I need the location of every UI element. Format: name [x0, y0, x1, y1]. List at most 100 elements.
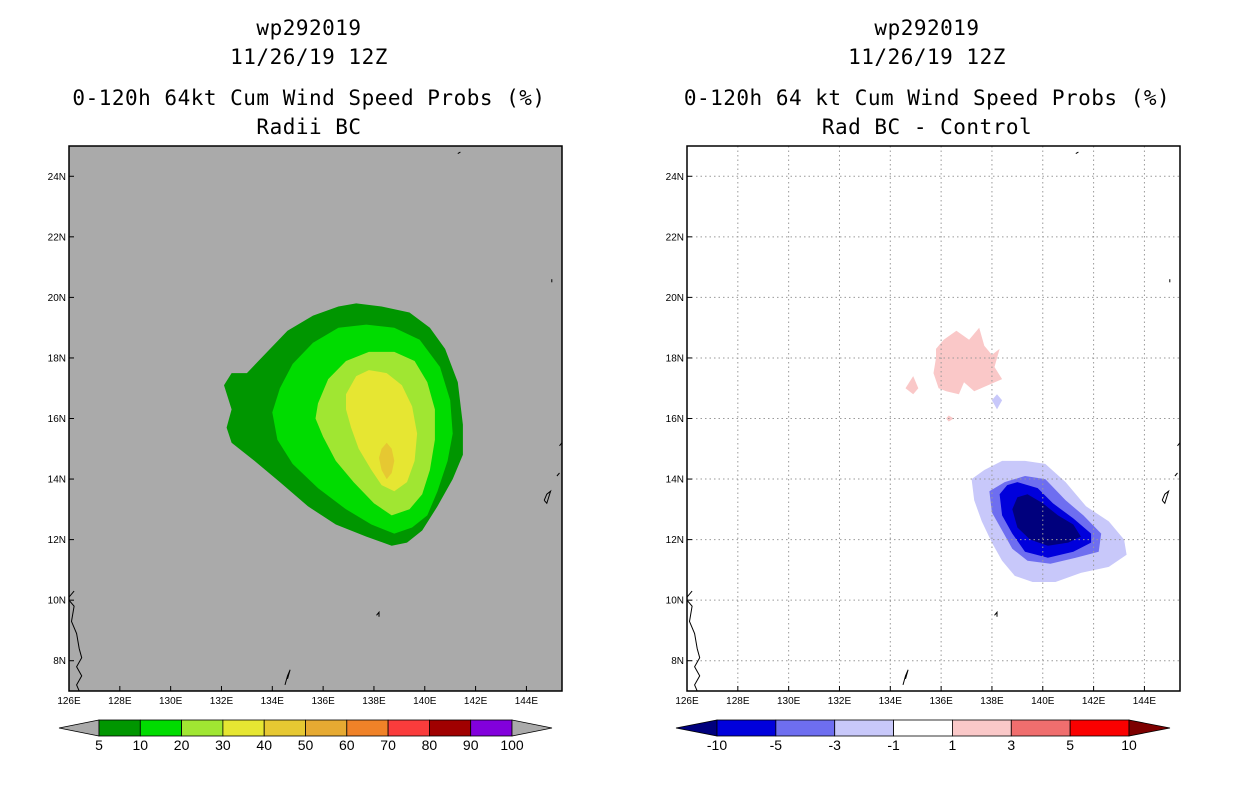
left-datetime: 11/26/19 12Z: [230, 45, 388, 69]
x-tick-label: 130E: [777, 696, 801, 707]
colorbar-swatch: [181, 719, 224, 737]
colorbar-label: 10: [1121, 737, 1137, 753]
colorbar-swatch: [893, 719, 953, 737]
coastline: [543, 489, 552, 505]
colorbar-label: 3: [1007, 737, 1015, 753]
colorbar-label: 5: [1066, 737, 1074, 753]
x-tick-label: 132E: [210, 696, 234, 707]
coastline: [1161, 489, 1170, 505]
colorbar-label: -5: [770, 737, 783, 753]
y-tick-label: 18N: [666, 353, 684, 364]
colorbar-swatch: [263, 719, 306, 737]
x-tick-label: 128E: [726, 696, 750, 707]
contour-1-3-0: [933, 327, 1003, 395]
y-tick-label: 14N: [48, 475, 66, 486]
x-tick-label: 142E: [1082, 696, 1106, 707]
x-tick-label: 134E: [261, 696, 285, 707]
colorbar-swatch: [834, 719, 894, 737]
colorbar-label: 80: [422, 737, 438, 753]
x-tick-label: 136E: [311, 696, 335, 707]
map-panel-rad-bc-control: 126E 128E 130E 132E 134E 136E 138E 140E 142E 144E…: [666, 145, 1181, 753]
colorbar-label: 60: [339, 737, 355, 753]
contour-40-50-4: [379, 442, 395, 480]
y-tick-label: 8N: [53, 656, 66, 667]
colorbar-label: 5: [95, 737, 103, 753]
x-tick-label: 134E: [879, 696, 903, 707]
colorbar-swatch: [952, 719, 1012, 737]
x-tick-label: 128E: [108, 696, 132, 707]
colorbar-swatch: [98, 719, 141, 737]
contour-1-3-2: [946, 415, 954, 422]
colorbar-swatch: [470, 719, 513, 737]
colorbar-label: -3: [828, 737, 841, 753]
colorbar-label: 30: [215, 737, 231, 753]
coastline: [556, 472, 560, 477]
x-tick-label: 130E: [159, 696, 183, 707]
left-title-block: wp292019 11/26/19 12Z 0-120h 64kt Cum Wi…: [59, 14, 559, 142]
y-tick-label: 22N: [48, 232, 66, 243]
left-subtitle: Radii BC: [256, 115, 362, 139]
y-tick-label: 18N: [48, 353, 66, 364]
x-tick-label: 144E: [1133, 696, 1157, 707]
colorbar-swatch: [346, 719, 389, 737]
y-tick-label: 10N: [666, 596, 684, 607]
colorbar-high-triangle: [511, 719, 553, 737]
right-title-block: wp292019 11/26/19 12Z 0-120h 64 kt Cum W…: [677, 14, 1177, 142]
y-tick-label: 24N: [48, 172, 66, 183]
y-tick-label: 8N: [671, 656, 684, 667]
y-tick-label: 16N: [666, 414, 684, 425]
colorbar-swatch: [139, 719, 183, 737]
coastline: [1174, 472, 1178, 477]
x-tick-label: 144E: [515, 696, 539, 707]
colorbar-label: 100: [500, 737, 524, 753]
colorbar: 5 10 20 30 40 50 60 70 80 90 100: [58, 719, 553, 753]
x-tick-label: 126E: [675, 696, 699, 707]
y-tick-label: 14N: [666, 475, 684, 486]
contour-10-7: [1012, 494, 1081, 546]
x-tick-label: 142E: [464, 696, 488, 707]
coastline: [457, 151, 461, 155]
coastline: [687, 590, 693, 598]
contour-3-to-1-3: [991, 394, 1003, 410]
x-tick-label: 138E: [980, 696, 1004, 707]
colorbar-label: 50: [298, 737, 314, 753]
colorbar-swatch: [775, 719, 836, 737]
colorbar-high-triangle: [1128, 719, 1171, 737]
x-tick-label: 140E: [413, 696, 437, 707]
y-tick-label: 24N: [666, 172, 684, 183]
y-tick-label: 16N: [48, 414, 66, 425]
colorbar-label: -1: [887, 737, 900, 753]
coastline: [687, 599, 701, 691]
left-storm-id: wp292019: [256, 16, 362, 40]
right-storm-id: wp292019: [874, 16, 980, 40]
contour-30-40-3: [346, 370, 418, 492]
coastline: [376, 610, 380, 617]
coastline: [902, 669, 909, 686]
left-product: 0-120h 64kt Cum Wind Speed Probs (%): [72, 86, 546, 110]
coastline: [284, 669, 291, 686]
colorbar-label: 70: [380, 737, 396, 753]
colorbar-label: 40: [256, 737, 272, 753]
y-tick-label: 20N: [48, 293, 66, 304]
coastline: [994, 610, 998, 617]
colorbar-swatch: [1069, 719, 1130, 737]
coastline: [69, 599, 83, 691]
y-tick-label: 12N: [48, 535, 66, 546]
colorbar-swatch: [428, 719, 472, 737]
x-tick-label: 140E: [1031, 696, 1055, 707]
colorbar-swatch: [387, 719, 430, 737]
colorbar: -10 -5 -3 -1 1 3 5 10: [675, 719, 1171, 753]
x-tick-label: 132E: [828, 696, 852, 707]
y-tick-label: 20N: [666, 293, 684, 304]
contour-1-3-1: [905, 376, 919, 395]
colorbar-label: 90: [463, 737, 479, 753]
colorbar-label: 10: [133, 737, 149, 753]
colorbar-label: -10: [707, 737, 727, 753]
colorbar-label: 20: [174, 737, 190, 753]
map-panel-radii-bc: 126E 128E 130E 132E 134E 136E 138E 140E 142E 144E…: [48, 145, 563, 753]
colorbar-swatch: [305, 719, 348, 737]
coastline: [1075, 151, 1079, 155]
coastline: [69, 590, 75, 598]
colorbar-swatch: [716, 719, 777, 737]
